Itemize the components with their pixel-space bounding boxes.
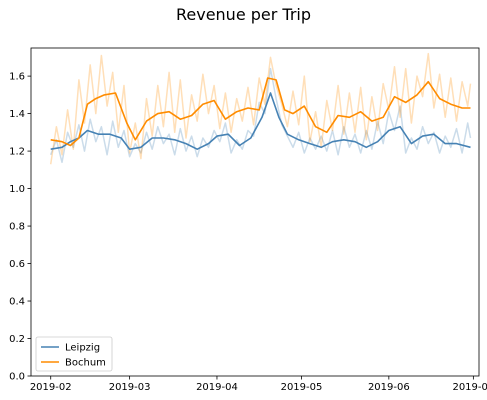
legend-label-bochum: Bochum	[65, 358, 106, 369]
y-tick-label: 0.2	[9, 334, 25, 345]
x-tick-label: 2019-07	[452, 382, 487, 393]
y-tick-label: 0.6	[9, 259, 25, 270]
series-line-leipzig	[50, 92, 471, 150]
y-tick-label: 0.4	[9, 297, 25, 308]
y-tick-label: 1.4	[9, 109, 25, 120]
plot-frame	[30, 47, 480, 377]
series-line-bochum	[50, 77, 471, 147]
x-tick-label: 2019-06	[368, 382, 410, 393]
x-tick-label: 2019-03	[109, 382, 151, 393]
legend: Leipzig Bochum	[35, 336, 113, 372]
y-tick-label: 1.2	[9, 147, 25, 158]
plot-area	[49, 52, 472, 165]
x-tick-label: 2019-02	[30, 382, 72, 393]
y-tick-label: 1.0	[9, 184, 25, 195]
y-tick-label: 1.6	[9, 72, 25, 83]
x-tick-label: 2019-04	[196, 382, 238, 393]
legend-label-leipzig: Leipzig	[65, 343, 100, 354]
chart-title: Revenue per Trip	[176, 5, 311, 24]
y-tick-label: 0.8	[9, 222, 25, 233]
x-tick-label: 2019-05	[281, 382, 323, 393]
axes: 0.0 0.2 0.4 0.6 0.8 1.0 1.2 1.4 1.6 2019-02 2019-0…	[9, 47, 487, 393]
y-tick-label: 0.0	[9, 372, 25, 383]
